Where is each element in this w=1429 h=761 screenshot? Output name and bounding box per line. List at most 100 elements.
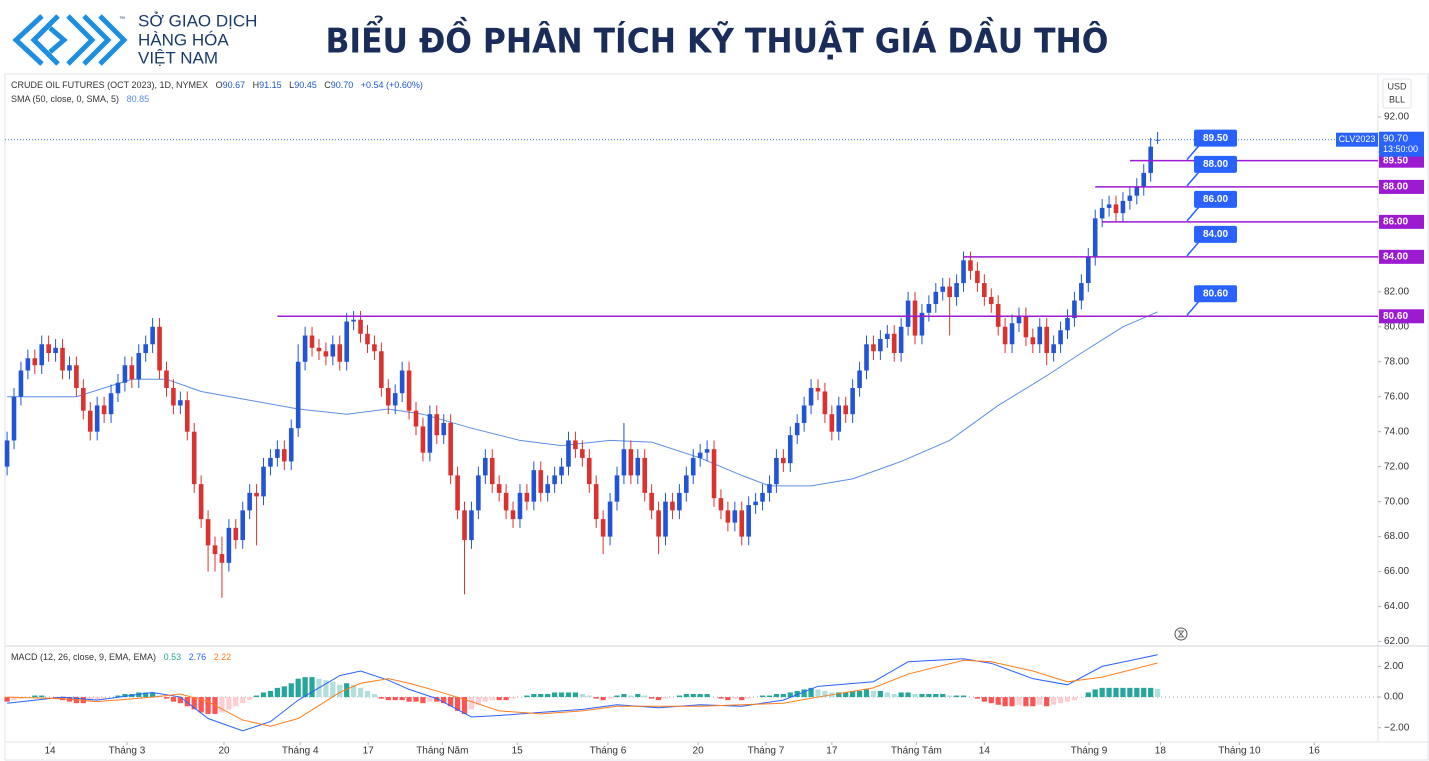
candle-body — [87, 410, 93, 432]
ohlc-value: 90.67 — [223, 80, 246, 90]
candle-body — [372, 344, 377, 352]
candle-body — [670, 501, 675, 511]
macd-histogram-bar — [801, 689, 807, 698]
sma-name: SMA (50, close, 0, SMA, 5) — [11, 94, 119, 104]
candle-body — [46, 344, 51, 354]
macd-histogram-bar — [385, 697, 391, 701]
logo-chevron — [30, 14, 60, 66]
candle-body — [4, 440, 10, 467]
logo — [12, 14, 128, 66]
candle-body — [919, 312, 925, 336]
macd-histogram-bar — [579, 694, 585, 698]
macd-histogram-bar — [364, 690, 371, 698]
macd-y-tick-label: 2.00 — [1384, 661, 1404, 672]
candle-body — [81, 387, 86, 411]
macd-histogram-bar — [524, 695, 530, 698]
macd-histogram-bar — [1099, 687, 1105, 698]
macd-histogram-bar — [448, 697, 454, 707]
macd-histogram-bar — [676, 695, 682, 698]
candle-body — [108, 393, 114, 415]
macd-histogram-bar — [552, 692, 558, 698]
macd-histogram-bar — [150, 692, 156, 698]
candle-body — [1023, 316, 1029, 338]
macd-histogram-bar — [628, 695, 634, 698]
candle-body — [60, 347, 65, 371]
clock-icon[interactable] — [1174, 627, 1188, 641]
candle-body — [884, 333, 890, 340]
candle-body — [150, 326, 155, 345]
candle-body — [254, 492, 259, 497]
clock-glyph — [1177, 630, 1185, 638]
macd-histogram-bar — [219, 697, 225, 713]
candle-body — [697, 452, 703, 458]
x-tick-label: Tháng 3 — [109, 746, 146, 757]
candle-body — [794, 422, 800, 436]
symbol-legend: CRUDE OIL FUTURES (OCT 2023), 1D, NYMEX … — [11, 80, 423, 90]
candle-body — [649, 492, 654, 511]
macd-histogram-bar — [4, 697, 10, 702]
candle-body — [593, 484, 599, 520]
macd-histogram-bar — [295, 678, 301, 698]
candle-body — [732, 510, 738, 523]
candle-body — [961, 260, 966, 284]
callout-label: 80.60 — [1203, 288, 1228, 299]
candle-body — [11, 396, 17, 441]
macd-histogram-bar — [815, 689, 821, 698]
candle-body — [746, 505, 751, 537]
candle-body — [198, 484, 204, 520]
macd-histogram-bar — [863, 689, 870, 698]
macd-hist-value: 0.53 — [164, 652, 182, 662]
macd-histogram-bar — [406, 697, 412, 702]
x-tick-label: 17 — [826, 746, 838, 757]
macd-histogram-bar — [371, 694, 378, 698]
ticker-label: CLV2023 — [1339, 134, 1376, 144]
y-tick-label: 74.00 — [1384, 426, 1409, 437]
candle-body — [663, 501, 668, 537]
macd-histogram-bar — [947, 695, 953, 698]
macd-histogram-bar — [427, 697, 433, 702]
unit-box[interactable] — [1382, 78, 1412, 109]
macd-histogram-bar — [184, 697, 190, 707]
macd-histogram-bar — [704, 694, 710, 698]
macd-histogram-bar — [988, 697, 994, 704]
candle-body — [101, 405, 107, 415]
candle-body — [614, 475, 620, 502]
x-tick-label: Tháng 6 — [590, 746, 627, 757]
candle-body — [205, 519, 211, 546]
y-tick-label: 64.00 — [1384, 601, 1409, 612]
macd-histogram-bar — [1113, 687, 1119, 698]
x-tick-label: Tháng 4 — [282, 746, 319, 757]
candle-body — [406, 370, 412, 411]
x-tick-label: 16 — [1309, 746, 1321, 757]
candle-body — [309, 335, 315, 348]
candle-body — [857, 370, 862, 388]
macd-line — [7, 654, 1158, 732]
candle-body — [1058, 330, 1063, 345]
macd-histogram-bar — [1030, 697, 1036, 707]
candle-body — [926, 304, 932, 313]
candle-body — [413, 410, 419, 427]
candle-body — [545, 484, 550, 493]
ohlc-key: C — [324, 80, 331, 90]
macd-histogram-bar — [392, 697, 398, 701]
macd-histogram-bar — [177, 697, 183, 704]
candle-body — [392, 393, 398, 406]
candle-body — [566, 440, 571, 467]
y-tick-label: 70.00 — [1384, 496, 1409, 507]
macd-histogram-bar — [718, 697, 724, 699]
macd-histogram-bar — [912, 694, 918, 698]
macd-histogram-bar — [635, 694, 641, 698]
macd-histogram-bar — [1037, 697, 1043, 705]
macd-histogram-bar — [649, 697, 655, 699]
candle-body — [760, 492, 765, 502]
candle-body — [580, 449, 585, 458]
macd-histogram-bar — [1092, 689, 1098, 698]
candle-body — [1016, 316, 1022, 324]
candle-body — [337, 344, 343, 362]
candle-body — [787, 435, 793, 464]
candle-body — [524, 492, 530, 502]
x-tick-label: 20 — [218, 746, 230, 757]
macd-histogram-bar — [905, 692, 911, 698]
macd-histogram-bar — [683, 694, 689, 698]
macd-histogram-bar — [565, 692, 572, 698]
